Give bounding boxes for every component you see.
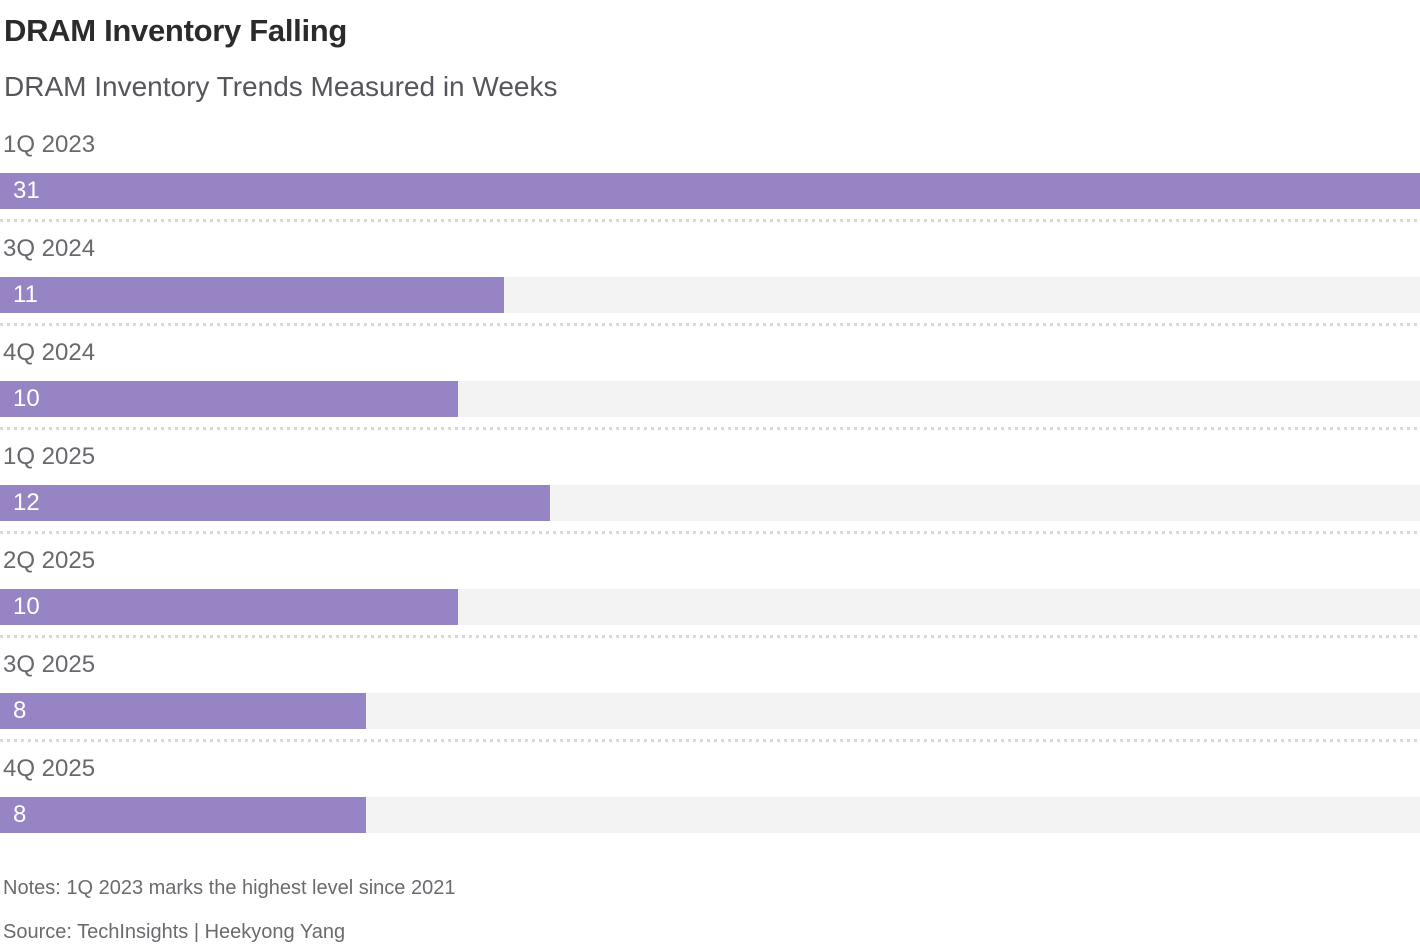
bar: 10: [0, 589, 459, 625]
bar-track: 10: [0, 381, 1420, 417]
bar-track: 10: [0, 589, 1420, 625]
bar-row: 3Q 2024 11: [0, 235, 1420, 313]
bar-row: 2Q 2025 10: [0, 547, 1420, 625]
value-label: 10: [13, 593, 40, 620]
category-label: 4Q 2024: [3, 339, 96, 366]
dotted-separator: [0, 427, 1420, 430]
bar: 8: [0, 797, 367, 833]
dotted-separator: [0, 635, 1420, 638]
bar-track: 8: [0, 693, 1420, 729]
value-label: 12: [13, 489, 40, 516]
bar-row: 1Q 2025 12: [0, 443, 1420, 521]
bar-track: 12: [0, 485, 1420, 521]
category-label: 1Q 2025: [3, 443, 96, 470]
bar-row: 4Q 2025 8: [0, 755, 1420, 833]
value-label: 11: [13, 281, 38, 308]
dotted-separator: [0, 219, 1420, 222]
chart-notes: Notes: 1Q 2023 marks the highest level s…: [3, 877, 456, 899]
bar-row: 4Q 2024 10: [0, 339, 1420, 417]
dotted-separator: [0, 531, 1420, 534]
value-label: 8: [13, 697, 27, 724]
category-label: 3Q 2024: [3, 235, 96, 262]
category-label: 2Q 2025: [3, 547, 96, 574]
category-label: 3Q 2025: [3, 651, 96, 678]
bar: 11: [0, 277, 504, 313]
value-label: 10: [13, 385, 40, 412]
chart-source: Source: TechInsights | Heekyong Yang: [3, 921, 346, 943]
value-label: 31: [13, 177, 40, 204]
bar-row: 1Q 2023 31: [0, 131, 1420, 209]
bar-row: 3Q 2025 8: [0, 651, 1420, 729]
category-label: 4Q 2025: [3, 755, 96, 782]
chart-title: DRAM Inventory Falling: [4, 13, 348, 48]
bar: 31: [0, 173, 1420, 209]
bar: 8: [0, 693, 367, 729]
value-label: 8: [13, 801, 27, 828]
bar-track: 8: [0, 797, 1420, 833]
bar: 10: [0, 381, 459, 417]
bar-chart: 1Q 2023 31 3Q 2024 11 4Q 2024 10 1Q 2025 12 2Q 2…: [0, 131, 1420, 833]
dotted-separator: [0, 739, 1420, 742]
dotted-separator: [0, 323, 1420, 326]
bar-track: 11: [0, 277, 1420, 313]
bar-track: 31: [0, 173, 1420, 209]
category-label: 1Q 2023: [3, 131, 96, 158]
bar: 12: [0, 485, 550, 521]
chart-subtitle: DRAM Inventory Trends Measured in Weeks: [4, 71, 558, 102]
